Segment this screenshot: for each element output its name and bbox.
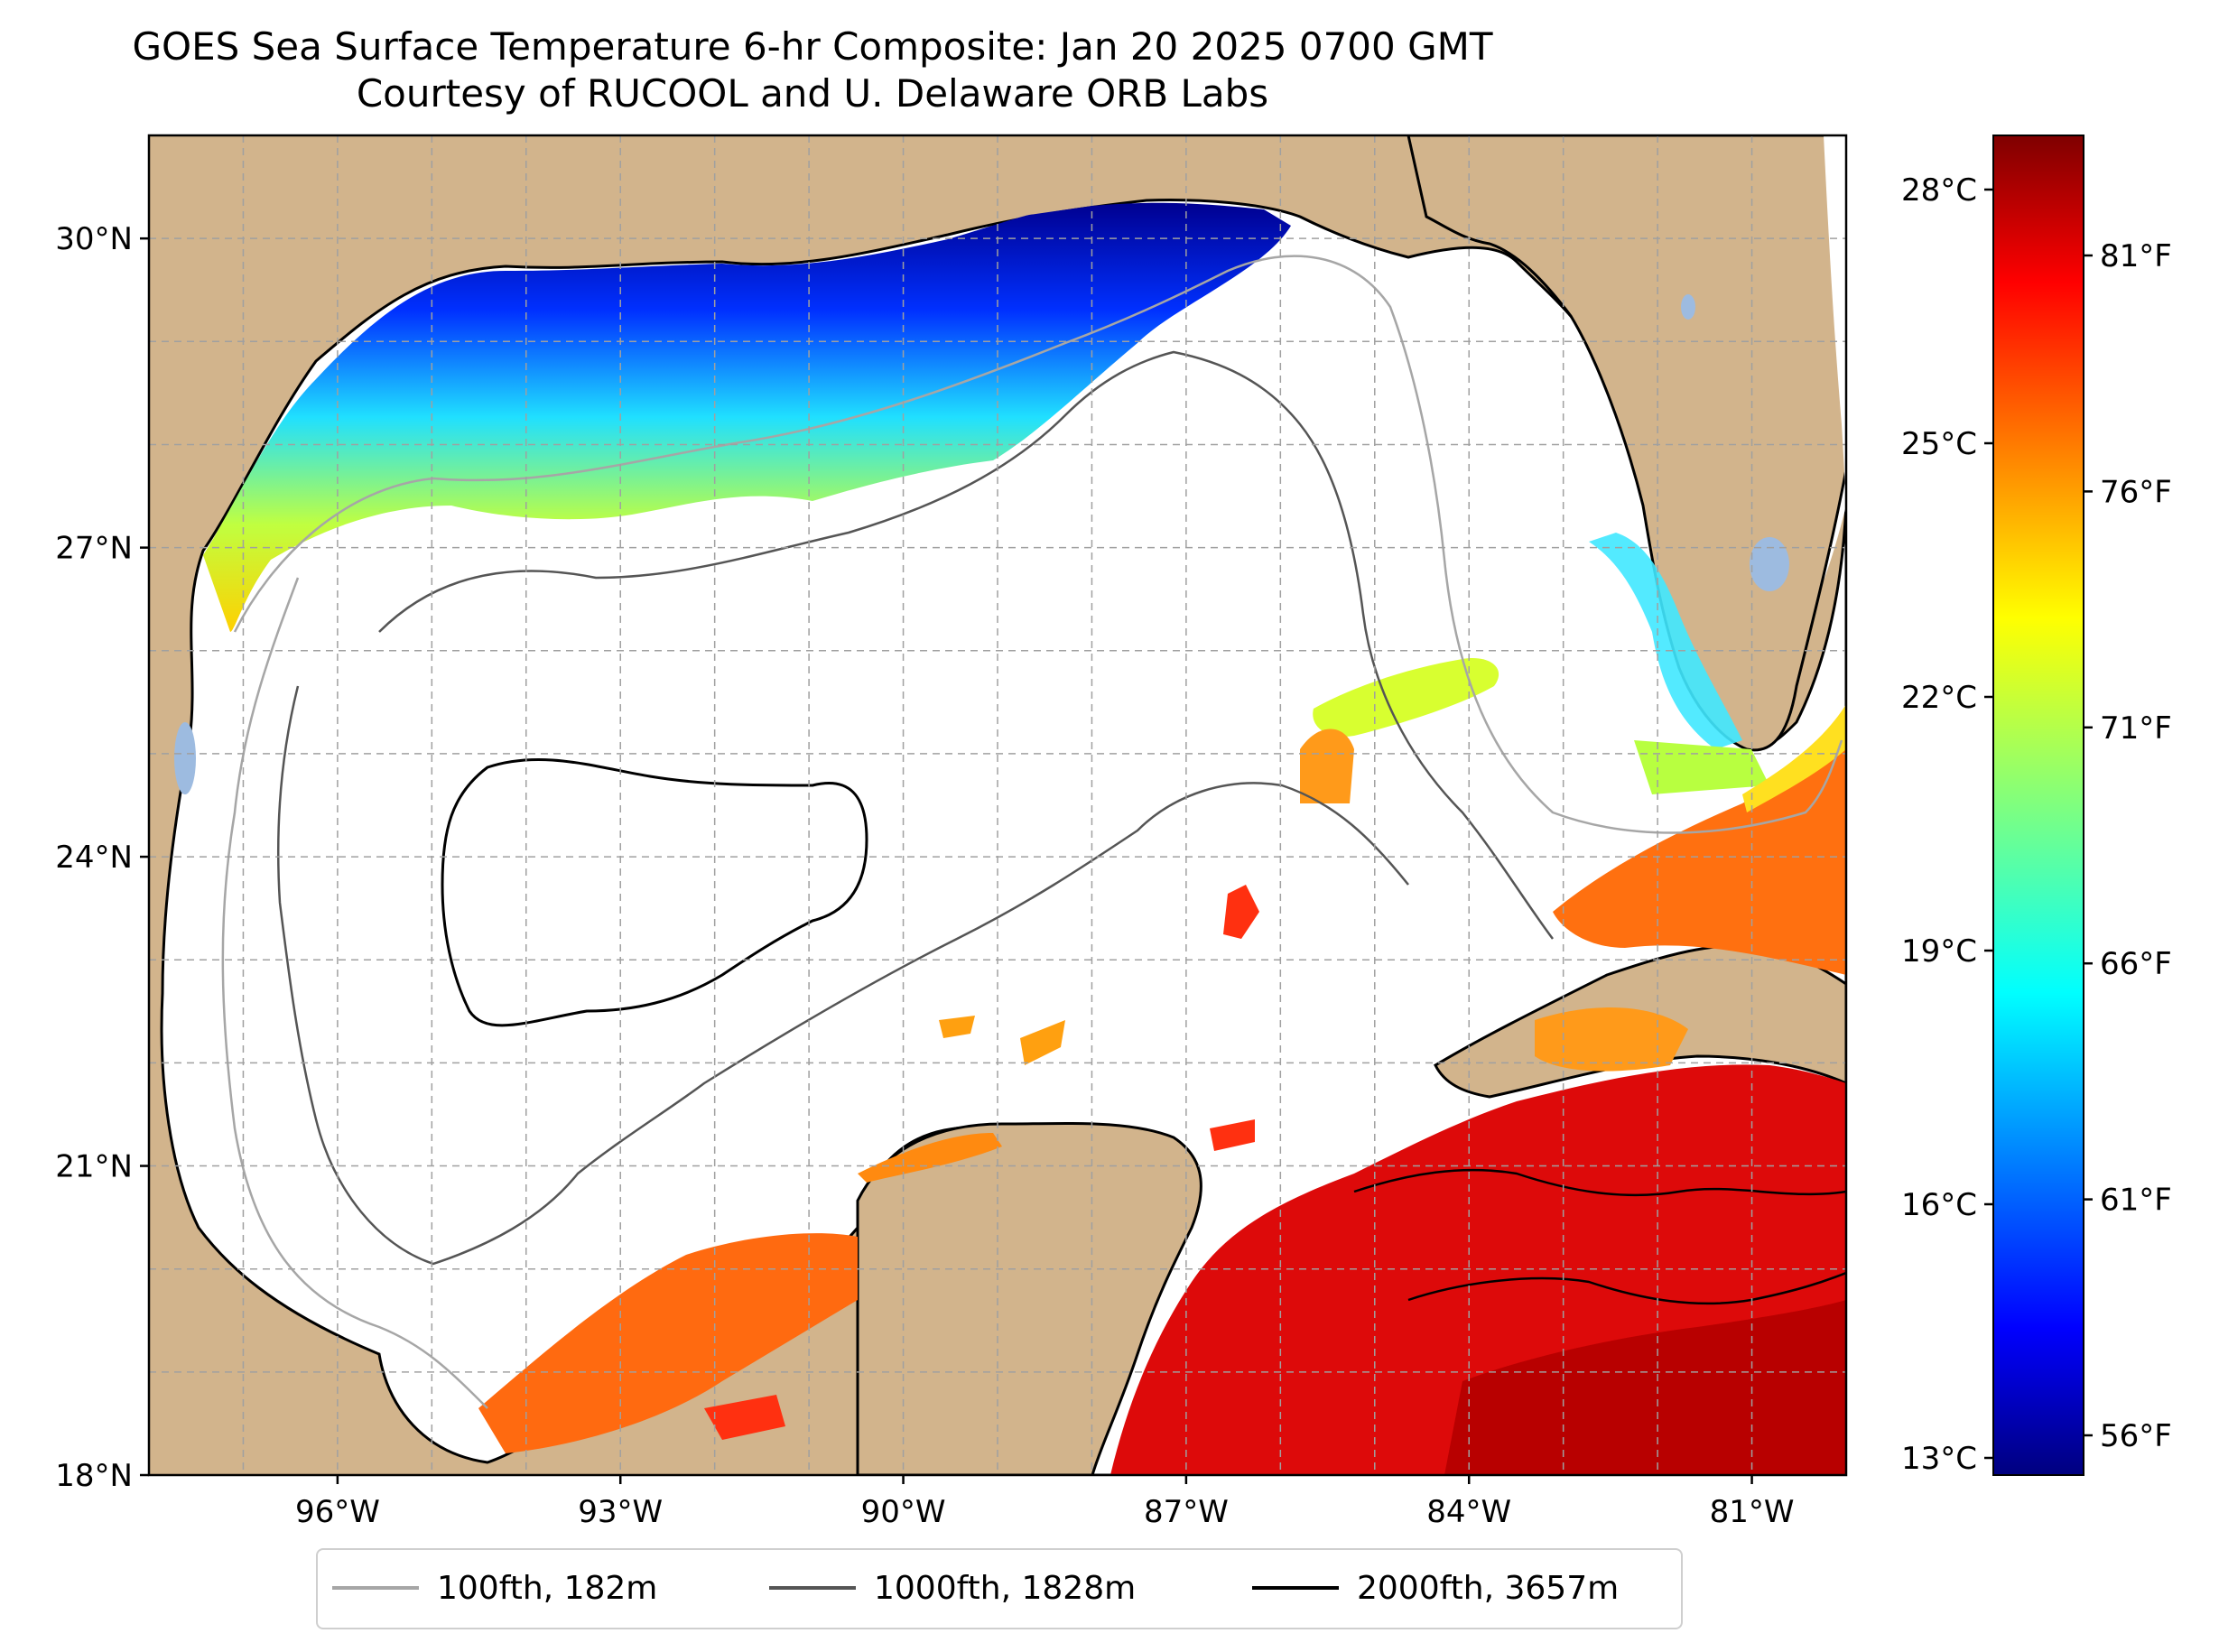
celsius-tick-label: 22°C (1901, 680, 1977, 716)
colorbar-celsius-axis: 28°C 25°C 22°C 19°C 16°C 13°C (1901, 172, 1993, 1477)
lat-tick-label: 21°N (55, 1149, 133, 1185)
legend-line-2000fth (1252, 1586, 1339, 1590)
fahrenheit-tick-label: 76°F (2100, 474, 2172, 510)
contour-1000fth-south (276, 685, 1409, 1266)
contour-1000fth (378, 350, 1555, 940)
celsius-tick-label: 16°C (1901, 1187, 1977, 1223)
legend-item-100fth: 100fth, 182m (332, 1568, 657, 1608)
lon-tick-label: 87°W (1144, 1494, 1229, 1530)
lake-texas (174, 722, 196, 794)
map-subtitle: Courtesy of RUCOOL and U. Delaware ORB L… (356, 71, 1269, 116)
fahrenheit-tick-label: 61°F (2100, 1183, 2172, 1219)
celsius-tick-label: 13°C (1901, 1441, 1977, 1477)
legend-label-1000fth: 1000fth, 1828m (874, 1569, 1137, 1607)
sst-mid-orange-2 (1020, 1020, 1065, 1065)
sst-straits-yellow (1742, 704, 1846, 812)
fahrenheit-tick-label: 56°F (2100, 1418, 2172, 1454)
lat-tick-label: 24°N (55, 840, 133, 876)
fahrenheit-tick-label: 81°F (2100, 238, 2172, 274)
sst-loop-red (1223, 885, 1259, 939)
gridlines (149, 135, 1846, 1475)
sst-yucatan-orange (858, 1133, 1002, 1183)
sst-mid-orange-1 (939, 1016, 975, 1038)
lon-tick-label: 96°W (295, 1494, 380, 1530)
celsius-tick-label: 25°C (1901, 426, 1977, 462)
contour-caribbean-2 (1407, 1271, 1846, 1305)
sst-campeche-orange (478, 1233, 858, 1453)
lon-tick-label: 93°W (578, 1494, 663, 1530)
legend-line-100fth (332, 1586, 419, 1590)
lat-tick-label: 30°N (55, 221, 133, 257)
longitude-axis: 96°W 93°W 90°W 87°W 84°W 81°W (295, 1475, 1795, 1530)
map-frame (147, 134, 1848, 1477)
sst-yucatan-red (1210, 1119, 1255, 1151)
sst-campeche-red (704, 1395, 785, 1440)
sst-central-orange (1300, 729, 1354, 803)
legend-item-1000fth: 1000fth, 1828m (769, 1568, 1136, 1608)
legend-line-1000fth (769, 1586, 856, 1590)
lon-tick-label: 90°W (861, 1494, 946, 1530)
colorbar (1992, 135, 2084, 1476)
sst-florida-west (1589, 533, 1742, 749)
lon-tick-label: 81°W (1710, 1494, 1795, 1530)
lake-okeechobee (1750, 537, 1789, 591)
lat-tick-label: 18°N (55, 1458, 133, 1494)
lake-small (1681, 294, 1695, 320)
fahrenheit-tick-label: 66°F (2100, 946, 2172, 982)
contour-2000fth (441, 757, 868, 1027)
colorbar-fahrenheit-axis: 81°F 76°F 71°F 66°F 61°F 56°F (2084, 238, 2172, 1454)
legend: 100fth, 182m 1000fth, 1828m 2000fth, 365… (316, 1548, 1683, 1629)
celsius-tick-label: 19°C (1901, 933, 1977, 970)
celsius-tick-label: 28°C (1901, 172, 1977, 209)
contour-100fth-west (221, 577, 488, 1409)
sst-caribbean-deep (1444, 1300, 1846, 1475)
latitude-axis: 30°N 27°N 24°N 21°N 18°N (55, 221, 149, 1494)
legend-label-2000fth: 2000fth, 3657m (1357, 1569, 1620, 1607)
contour-caribbean (1353, 1168, 1846, 1197)
fahrenheit-tick-label: 71°F (2100, 710, 2172, 747)
map-title: GOES Sea Surface Temperature 6-hr Compos… (132, 24, 1493, 69)
yucatan-land (856, 1121, 1202, 1475)
florida-east-water (1824, 135, 1846, 506)
legend-item-2000fth: 2000fth, 3657m (1252, 1568, 1619, 1608)
sst-northern-shelf (203, 202, 1291, 633)
legend-label-100fth: 100fth, 182m (437, 1569, 658, 1607)
contour-100fth (233, 255, 1843, 834)
sst-cuba-orange (1535, 1007, 1688, 1072)
sst-central-yellow (1313, 658, 1499, 737)
lat-tick-label: 27°N (55, 531, 133, 567)
lon-tick-label: 84°W (1426, 1494, 1511, 1530)
